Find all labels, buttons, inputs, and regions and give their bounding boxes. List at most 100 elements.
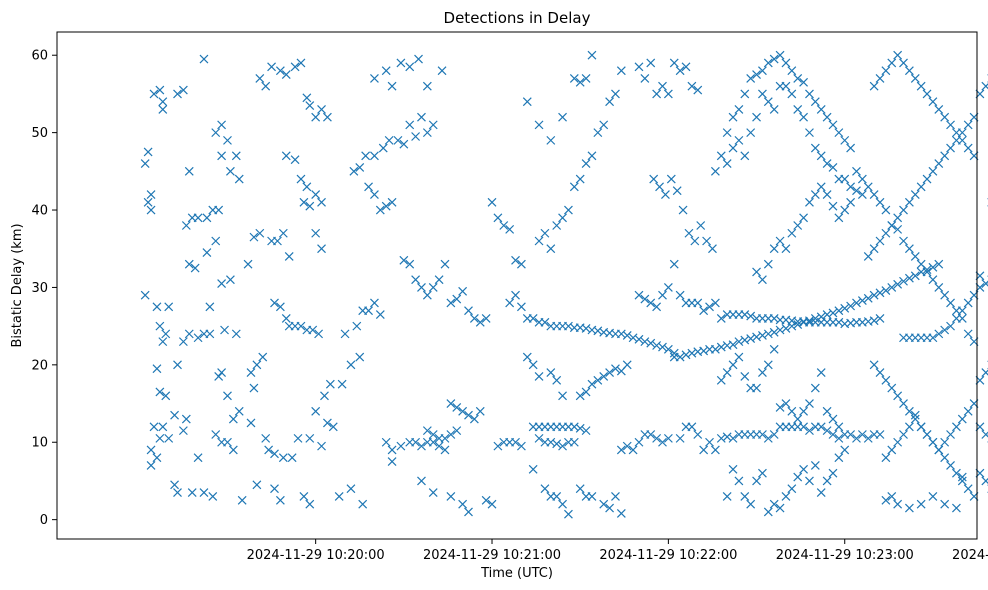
x-tick-label: 2024-11-29 10:24:00 — [952, 548, 988, 563]
detection-point — [146, 461, 156, 470]
detection-point — [581, 387, 591, 397]
detection-point — [143, 147, 153, 157]
detection-point — [869, 190, 879, 199]
y-axis: 0 10 20 30 40 50 60 — [31, 49, 57, 528]
detection-point — [663, 283, 673, 292]
detection-point — [857, 430, 867, 439]
detection-point — [417, 476, 426, 486]
detection-point — [622, 441, 632, 451]
detection-point — [428, 120, 438, 130]
detection-point — [325, 379, 335, 389]
detection-point — [887, 492, 897, 501]
x-axis-label: Time (UTC) — [480, 566, 553, 581]
detection-point — [540, 484, 550, 494]
detection-point — [305, 101, 315, 110]
detection-point — [505, 298, 515, 308]
detection-point — [655, 182, 664, 192]
detection-point — [840, 303, 850, 313]
detection-point — [290, 62, 300, 72]
detection-point — [875, 236, 885, 246]
detection-point — [143, 197, 153, 207]
detection-point — [649, 174, 659, 184]
x-tick-label: 2024-11-29 10:23:00 — [776, 548, 914, 563]
detection-point — [763, 259, 773, 269]
detection-point — [214, 205, 224, 215]
chart-title: Detections in Delay — [444, 9, 591, 27]
detection-point — [352, 321, 362, 331]
detection-point — [361, 151, 371, 161]
detection-point — [217, 279, 227, 288]
detection-point — [446, 492, 456, 501]
detection-point — [875, 430, 885, 439]
detection-point — [214, 372, 224, 381]
detection-point — [522, 352, 532, 362]
detection-point — [805, 197, 814, 207]
detection-point — [225, 275, 235, 285]
detection-point — [593, 128, 603, 138]
detection-point — [805, 128, 814, 138]
detection-point — [208, 492, 218, 501]
detection-point — [611, 364, 620, 374]
detection-point — [746, 74, 756, 83]
detection-point — [669, 58, 679, 68]
detection-point — [552, 492, 562, 501]
detection-point — [634, 290, 644, 300]
detection-point — [481, 495, 491, 505]
detection-point — [558, 441, 567, 451]
detection-point — [763, 329, 773, 339]
detection-point — [881, 228, 891, 238]
detection-point — [599, 120, 609, 130]
detection-point — [505, 224, 515, 234]
detection-point — [281, 151, 291, 161]
detection-point — [493, 213, 503, 223]
detection-point — [355, 352, 365, 362]
detection-point — [381, 66, 391, 76]
detection-point — [752, 476, 761, 486]
detection-point — [781, 492, 791, 501]
detection-point — [314, 329, 324, 339]
detection-point — [393, 135, 403, 145]
detection-point — [211, 236, 221, 246]
detection-point — [417, 112, 426, 122]
detection-point — [846, 182, 856, 192]
detection-point — [805, 476, 814, 486]
detection-point — [173, 488, 182, 497]
detection-point — [893, 499, 903, 509]
detection-point — [822, 159, 832, 169]
y-axis-label: Bistatic Delay (km) — [10, 223, 25, 347]
detection-point — [916, 422, 926, 432]
detection-point — [740, 89, 750, 99]
detection-point — [763, 433, 773, 443]
detection-point — [763, 97, 773, 107]
detection-point — [728, 360, 738, 370]
detection-point — [716, 151, 726, 161]
detection-point — [658, 81, 667, 91]
detection-point — [516, 441, 526, 451]
detection-point — [887, 221, 897, 230]
detection-point — [528, 464, 538, 474]
detection-point — [422, 128, 432, 138]
detection-point — [273, 236, 282, 246]
detection-point — [702, 236, 712, 246]
detection-point — [863, 182, 873, 192]
detection-point — [187, 488, 197, 497]
detection-point — [440, 259, 450, 269]
detection-point — [869, 290, 879, 300]
detection-point — [805, 89, 814, 99]
detection-point — [223, 135, 232, 145]
detection-point — [158, 422, 168, 432]
detection-point — [816, 182, 826, 192]
detection-point — [270, 298, 279, 308]
detection-point — [164, 433, 174, 443]
detection-point — [634, 437, 644, 447]
detection-point — [522, 97, 532, 107]
detection-point — [828, 414, 838, 424]
detection-point — [364, 306, 373, 316]
detection-point — [693, 298, 703, 308]
detection-point — [558, 213, 567, 223]
detection-point — [311, 112, 321, 122]
detection-point — [528, 360, 538, 370]
detection-point — [799, 77, 809, 87]
detection-point — [381, 201, 391, 211]
